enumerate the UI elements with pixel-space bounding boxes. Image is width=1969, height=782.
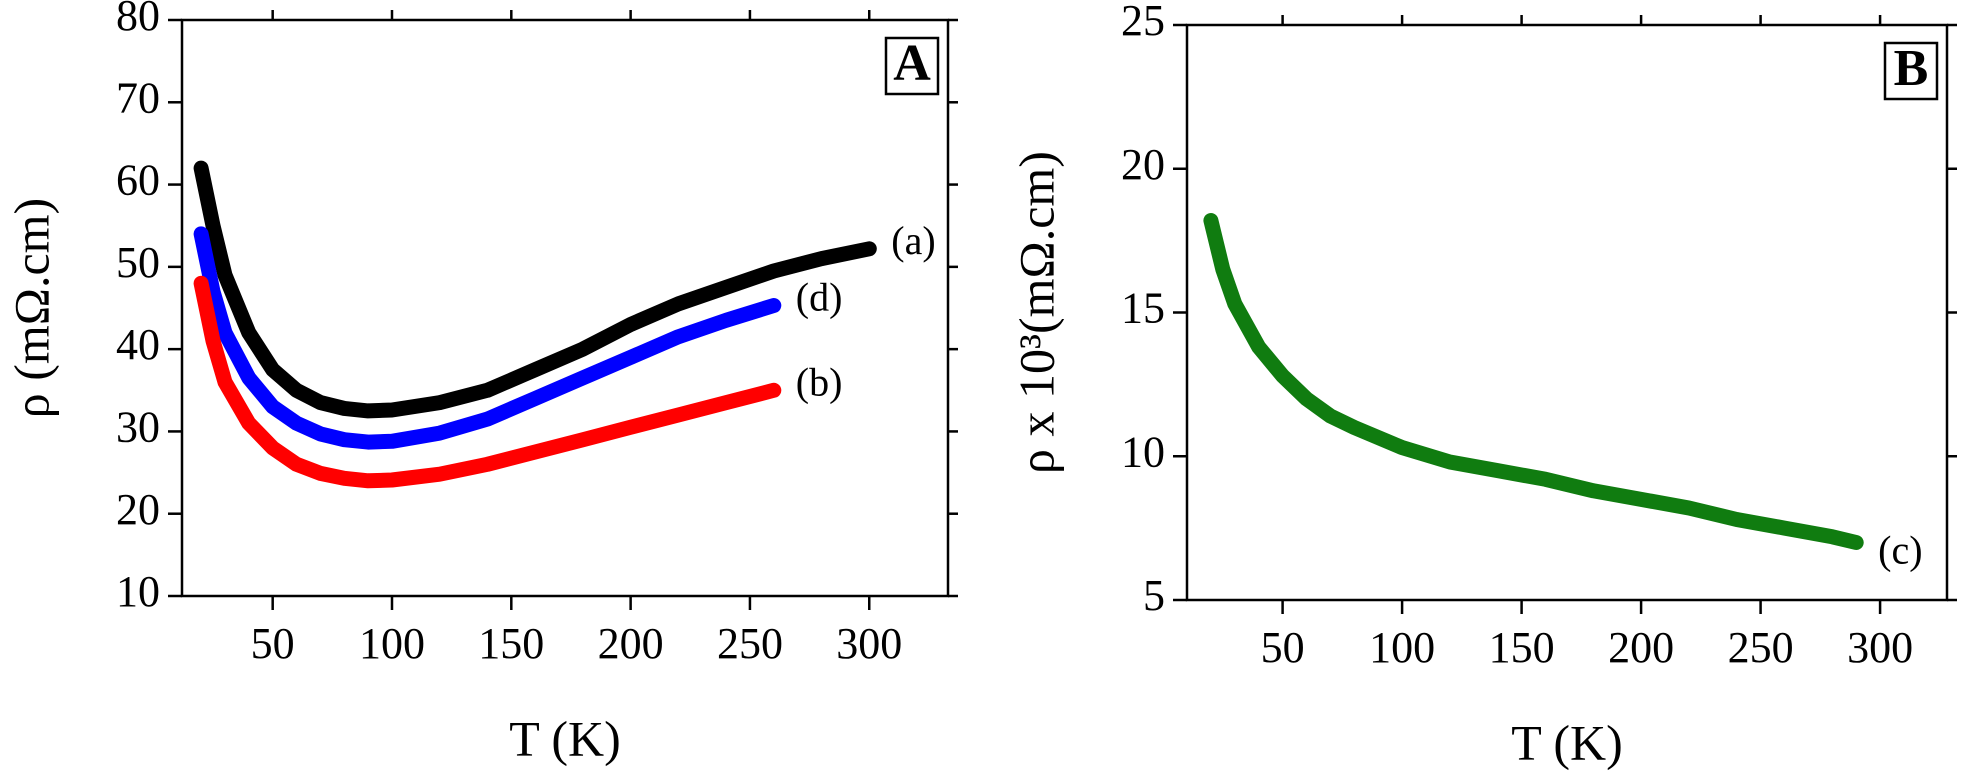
series-label: (c) (1878, 528, 1922, 573)
x-tick-label: 200 (598, 619, 664, 668)
x-axis-title: T (K) (1511, 714, 1623, 770)
x-tick-label: 300 (1847, 623, 1913, 672)
x-tick-label: 300 (836, 619, 902, 668)
series-label: (a) (891, 218, 935, 263)
data-line (193, 275, 782, 489)
panel-label: A (893, 35, 931, 92)
y-tick-label: 40 (116, 320, 160, 369)
y-tick-label: 10 (116, 567, 160, 616)
x-tick-label: 50 (251, 619, 295, 668)
y-tick-label: 70 (116, 73, 160, 122)
x-tick-label: 100 (359, 619, 425, 668)
series-label: (d) (796, 275, 843, 320)
x-tick-label: 150 (1489, 623, 1555, 672)
panel-label-box (884, 36, 940, 96)
y-tick-label: 20 (1121, 140, 1165, 189)
x-tick-label: 200 (1608, 623, 1674, 672)
y-tick-label: 15 (1121, 284, 1165, 333)
panel-label-box (1883, 41, 1939, 101)
data-line (1203, 213, 1864, 550)
x-tick-label: 50 (1261, 623, 1305, 672)
plot-frame (1185, 23, 1949, 602)
series-label: (b) (796, 359, 843, 404)
x-axis-title: T (K) (509, 710, 621, 766)
panel-label: B (1894, 40, 1929, 97)
y-tick-label: 25 (1121, 0, 1165, 45)
y-tick-label: 10 (1121, 427, 1165, 476)
y-tick-label: 50 (116, 238, 160, 287)
y-axis-title: ρ (mΩ.cm) (3, 198, 59, 418)
y-tick-label: 60 (116, 156, 160, 205)
y-tick-label: 30 (116, 403, 160, 452)
y-axis-title: ρ x 10³(mΩ.cm) (1008, 151, 1064, 474)
data-line (193, 226, 782, 450)
y-tick-label: 5 (1143, 571, 1165, 620)
y-tick-label: 80 (116, 0, 160, 40)
data-line (193, 160, 877, 419)
x-tick-label: 250 (1728, 623, 1794, 672)
y-tick-label: 20 (116, 485, 160, 534)
x-tick-label: 100 (1369, 623, 1435, 672)
plot-frame (180, 18, 950, 598)
x-tick-label: 250 (717, 619, 783, 668)
x-tick-label: 150 (478, 619, 544, 668)
